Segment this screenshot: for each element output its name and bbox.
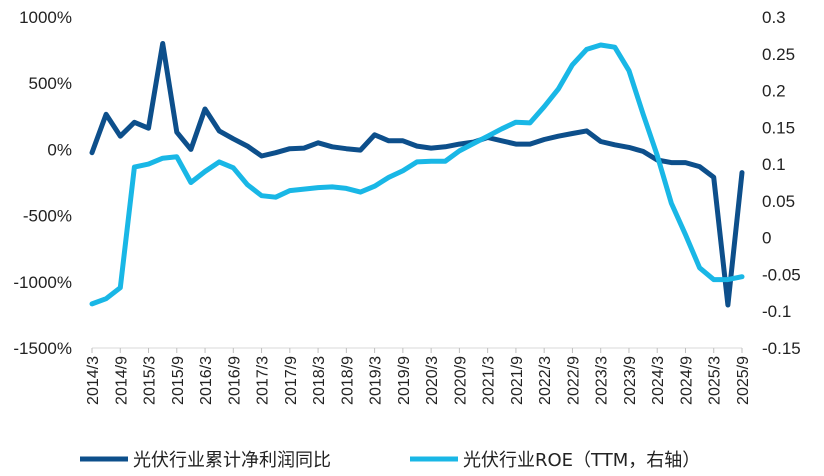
- x-tick-label: 2025/3: [707, 356, 724, 405]
- x-tick-label: 2020/3: [424, 356, 441, 405]
- left-tick-label: -1000%: [13, 273, 72, 292]
- legend-label-profit-yoy: 光伏行业累计净利润同比: [133, 450, 331, 471]
- x-tick-label: 2021/3: [481, 356, 498, 405]
- left-tick-label: 0%: [47, 140, 72, 159]
- x-tick-label: 2020/9: [452, 356, 469, 405]
- x-tick-label: 2017/9: [283, 356, 300, 405]
- x-tick-label: 2015/3: [142, 356, 159, 405]
- right-tick-label: 0.05: [762, 192, 795, 211]
- left-tick-label: 500%: [29, 74, 72, 93]
- right-axis: 0.3 0.25 0.2 0.15 0.1 0.05 0 -0.05 -0.1 -0.15: [762, 8, 801, 358]
- right-tick-label: 0.1: [762, 155, 786, 174]
- x-tick-label: 2015/9: [170, 356, 187, 405]
- right-tick-label: 0: [762, 229, 771, 248]
- x-tick-label: 2016/3: [198, 356, 215, 405]
- series-line-roe: [89, 42, 745, 307]
- left-tick-label: -1500%: [13, 339, 72, 358]
- left-axis: 1000% 500% 0% -500% -1000% -1500%: [13, 8, 72, 358]
- x-tick-label: 2018/3: [311, 356, 328, 405]
- legend-item-roe: 光伏行业ROE（TTM，右轴）: [410, 450, 700, 471]
- right-tick-label: 0.3: [762, 8, 786, 27]
- legend: 光伏行业累计净利润同比 光伏行业ROE（TTM，右轴）: [80, 450, 700, 471]
- x-axis: 2014/3 2014/9 2015/3 2015/9 2016/3 2016/9 2017…: [85, 348, 752, 405]
- right-tick-label: -0.05: [762, 265, 801, 284]
- right-tick-label: 0.25: [762, 45, 795, 64]
- x-tick-label: 2023/3: [594, 356, 611, 405]
- right-tick-label: -0.1: [762, 302, 791, 321]
- x-tick-label: 2025/9: [735, 356, 752, 405]
- x-tick-label: 2023/9: [622, 356, 639, 405]
- right-tick-label: 0.2: [762, 82, 786, 101]
- legend-item-profit-yoy: 光伏行业累计净利润同比: [80, 450, 331, 471]
- x-tick-label: 2024/9: [678, 356, 695, 405]
- x-tick-label: 2016/9: [226, 356, 243, 405]
- x-tick-label: 2019/3: [368, 356, 385, 405]
- series-lines: [89, 41, 745, 308]
- x-tick-label: 2014/9: [113, 356, 130, 405]
- x-tick-label: 2024/3: [650, 356, 667, 405]
- right-tick-label: -0.15: [762, 339, 801, 358]
- x-tick-label: 2022/9: [565, 356, 582, 405]
- x-tick-label: 2018/9: [339, 356, 356, 405]
- legend-label-roe: 光伏行业ROE（TTM，右轴）: [463, 450, 700, 471]
- left-tick-label: -500%: [23, 207, 72, 226]
- x-tick-label: 2022/3: [537, 356, 554, 405]
- right-tick-label: 0.15: [762, 118, 795, 137]
- x-tick-label: 2019/9: [396, 356, 413, 405]
- x-tick-label: 2017/3: [255, 356, 272, 405]
- x-tick-label: 2021/9: [509, 356, 526, 405]
- x-tick-label: 2014/3: [85, 356, 102, 405]
- series-line-profit-yoy: [89, 41, 745, 308]
- left-tick-label: 1000%: [19, 8, 72, 27]
